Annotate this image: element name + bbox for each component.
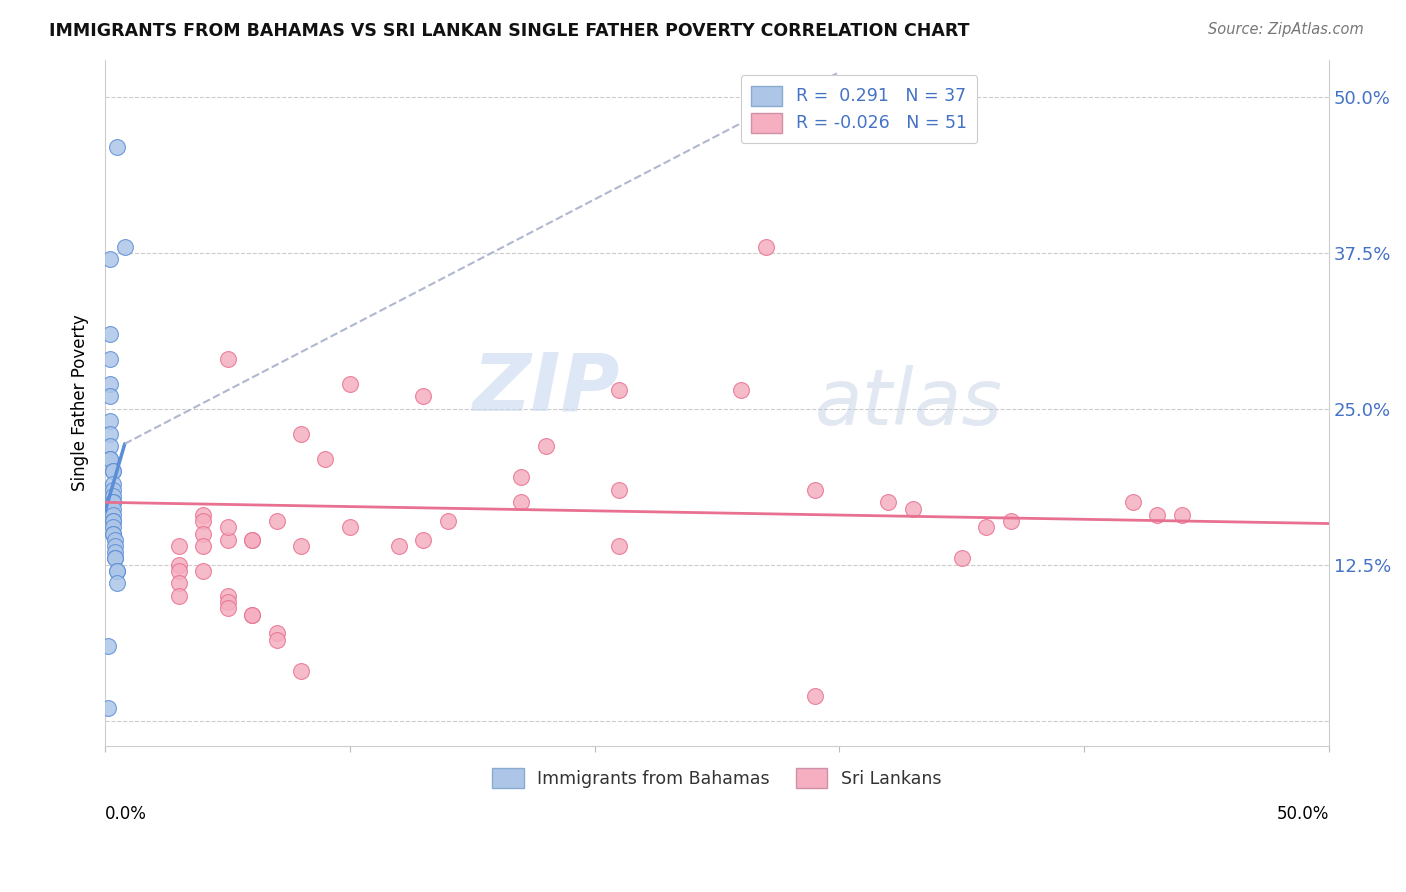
Point	[217, 351, 239, 366]
Point	[1122, 495, 1144, 509]
Point	[607, 383, 630, 397]
Point	[101, 495, 124, 509]
Point	[167, 539, 190, 553]
Point	[167, 589, 190, 603]
Point	[607, 539, 630, 553]
Point	[412, 533, 434, 547]
Point	[217, 533, 239, 547]
Point	[974, 520, 997, 534]
Point	[97, 639, 120, 653]
Point	[266, 626, 288, 640]
Point	[191, 539, 214, 553]
Point	[107, 576, 129, 591]
Point	[1000, 514, 1022, 528]
Point	[167, 558, 190, 572]
Point	[607, 483, 630, 497]
Point	[412, 389, 434, 403]
Point	[217, 595, 239, 609]
Point	[101, 464, 124, 478]
Point	[191, 526, 214, 541]
Point	[436, 514, 458, 528]
Point	[101, 489, 124, 503]
Point	[167, 576, 190, 591]
Point	[339, 376, 361, 391]
Legend: Immigrants from Bahamas, Sri Lankans: Immigrants from Bahamas, Sri Lankans	[482, 757, 952, 798]
Point	[98, 439, 121, 453]
Point	[217, 589, 239, 603]
Point	[266, 632, 288, 647]
Point	[290, 426, 312, 441]
Point	[101, 483, 124, 497]
Point	[901, 501, 924, 516]
Point	[510, 495, 533, 509]
Text: 50.0%: 50.0%	[1277, 805, 1329, 823]
Point	[98, 326, 121, 341]
Point	[950, 551, 973, 566]
Point	[98, 376, 121, 391]
Text: IMMIGRANTS FROM BAHAMAS VS SRI LANKAN SINGLE FATHER POVERTY CORRELATION CHART: IMMIGRANTS FROM BAHAMAS VS SRI LANKAN SI…	[49, 22, 970, 40]
Point	[217, 601, 239, 615]
Point	[804, 483, 827, 497]
Y-axis label: Single Father Poverty: Single Father Poverty	[72, 314, 89, 491]
Point	[339, 520, 361, 534]
Point	[217, 520, 239, 534]
Point	[98, 389, 121, 403]
Point	[534, 439, 557, 453]
Point	[107, 140, 129, 154]
Point	[101, 501, 124, 516]
Point	[240, 533, 263, 547]
Point	[877, 495, 900, 509]
Point	[240, 533, 263, 547]
Point	[107, 564, 129, 578]
Point	[101, 508, 124, 522]
Point	[104, 551, 127, 566]
Point	[290, 664, 312, 678]
Point	[755, 240, 778, 254]
Point	[97, 701, 120, 715]
Point	[98, 426, 121, 441]
Point	[98, 252, 121, 267]
Point	[290, 539, 312, 553]
Point	[104, 533, 127, 547]
Point	[104, 551, 127, 566]
Point	[107, 564, 129, 578]
Point	[804, 689, 827, 703]
Point	[240, 607, 263, 622]
Point	[101, 495, 124, 509]
Point	[98, 351, 121, 366]
Point	[101, 464, 124, 478]
Point	[101, 514, 124, 528]
Point	[191, 514, 214, 528]
Point	[730, 383, 752, 397]
Text: 0.0%: 0.0%	[105, 805, 148, 823]
Point	[114, 240, 136, 254]
Point	[101, 476, 124, 491]
Point	[101, 526, 124, 541]
Point	[510, 470, 533, 484]
Point	[98, 451, 121, 466]
Point	[98, 414, 121, 428]
Point	[101, 514, 124, 528]
Point	[98, 451, 121, 466]
Text: ZIP: ZIP	[472, 350, 619, 428]
Point	[314, 451, 336, 466]
Point	[101, 520, 124, 534]
Point	[240, 607, 263, 622]
Text: atlas: atlas	[815, 365, 1002, 441]
Point	[191, 564, 214, 578]
Point	[1171, 508, 1194, 522]
Point	[101, 526, 124, 541]
Point	[104, 539, 127, 553]
Point	[1146, 508, 1168, 522]
Point	[266, 514, 288, 528]
Text: Source: ZipAtlas.com: Source: ZipAtlas.com	[1208, 22, 1364, 37]
Point	[191, 508, 214, 522]
Point	[167, 564, 190, 578]
Point	[101, 495, 124, 509]
Point	[104, 545, 127, 559]
Point	[388, 539, 411, 553]
